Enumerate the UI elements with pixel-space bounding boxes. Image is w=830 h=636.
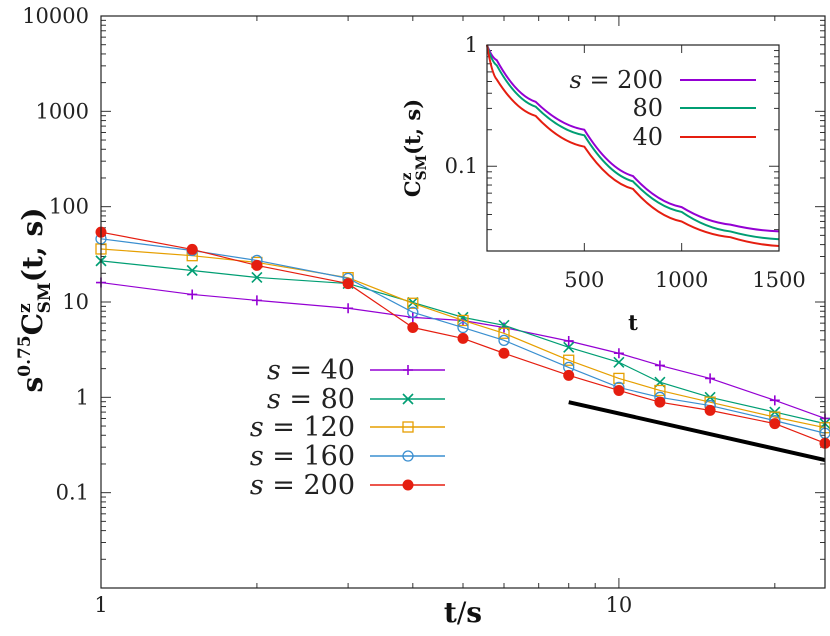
x-tick-label: 1 xyxy=(94,593,107,617)
data-point-1 xyxy=(613,356,625,368)
inset-legend-label: s = 200 xyxy=(569,66,663,94)
data-point-4 xyxy=(186,243,198,255)
x-tick-label: 10 xyxy=(606,593,633,617)
data-point-4 xyxy=(342,278,354,290)
series-4 xyxy=(95,226,830,449)
series-0 xyxy=(96,277,830,424)
legend-label-value: = 120 xyxy=(264,412,355,443)
legend-label-value: = 80 xyxy=(281,384,355,415)
inset-x-axis-label: t xyxy=(628,310,638,335)
legend-marker xyxy=(402,421,414,433)
data-point-0 xyxy=(769,395,780,406)
data-point-0 xyxy=(251,295,262,306)
data-point-1 xyxy=(186,264,198,277)
data-point-4 xyxy=(251,259,263,271)
legend-label-var: s xyxy=(250,470,264,501)
inset-legend-label: 80 xyxy=(632,94,663,122)
legend-marker xyxy=(402,479,414,491)
legend-marker xyxy=(402,393,414,405)
data-point-1 xyxy=(563,341,575,353)
data-point-3 xyxy=(407,306,419,318)
legend-marker xyxy=(402,450,414,462)
data-point-0 xyxy=(563,335,574,346)
legend-label: s = 40 xyxy=(267,355,355,386)
reference-slope-line xyxy=(568,400,826,462)
main-plot-frame xyxy=(100,15,826,589)
inset-legend-label: 40 xyxy=(632,123,663,151)
inset-frame xyxy=(486,44,780,252)
y-tick-label: 10 xyxy=(62,290,89,314)
data-point-0 xyxy=(343,303,354,314)
data-point-3 xyxy=(457,321,469,334)
series-line-0 xyxy=(100,281,826,420)
inset-y-tick-label: 0.1 xyxy=(445,154,478,178)
data-point-2 xyxy=(498,327,510,339)
legend-label-value: = 160 xyxy=(264,441,355,472)
inset-x-tick-label: 1500 xyxy=(752,268,805,292)
data-point-3 xyxy=(498,334,510,347)
data-point-4 xyxy=(563,369,575,381)
legend-label-value: = 40 xyxy=(281,355,355,386)
y-tick-label: 100 xyxy=(49,195,89,219)
data-point-1 xyxy=(251,271,263,284)
inset-y-axis-label: CzSM(t, s) xyxy=(399,99,430,197)
inset-legend-label-value: = 200 xyxy=(582,66,663,94)
data-point-2 xyxy=(654,384,666,397)
legend-label: s = 120 xyxy=(250,412,355,443)
data-point-4 xyxy=(407,322,419,334)
inset-x-tick-label: 500 xyxy=(564,268,604,292)
y-tick-label: 0.1 xyxy=(56,481,89,505)
y-tick-label: 1000 xyxy=(36,99,89,123)
y-tick-label: 10000 xyxy=(22,4,89,28)
data-point-1 xyxy=(407,296,419,308)
legend-marker xyxy=(403,365,413,375)
y-tick-label: 1 xyxy=(76,385,89,409)
legend-label: s = 80 xyxy=(267,384,355,415)
data-point-0 xyxy=(705,373,716,384)
inset-series-line-2 xyxy=(486,44,780,247)
legend-label-var: s xyxy=(250,412,264,443)
inset-legend-label-var: s xyxy=(569,66,581,94)
legend-label: s = 160 xyxy=(250,441,355,472)
inset-x-tick-label: 1000 xyxy=(655,268,708,292)
data-point-2 xyxy=(407,297,419,309)
data-point-4 xyxy=(613,384,625,396)
data-point-4 xyxy=(498,347,510,359)
data-point-0 xyxy=(187,289,198,300)
data-point-4 xyxy=(654,396,666,408)
data-point-2 xyxy=(457,314,469,327)
legend-label-var: s xyxy=(267,384,281,415)
y-axis-label: s0.75CzSM(t, s) xyxy=(15,208,55,393)
legend-label-var: s xyxy=(267,355,281,386)
data-point-4 xyxy=(769,418,781,430)
data-point-4 xyxy=(704,404,716,416)
legend-label-value: = 200 xyxy=(264,470,355,501)
data-point-2 xyxy=(563,354,575,366)
data-point-2 xyxy=(613,372,625,385)
legend-label-var: s xyxy=(250,441,264,472)
legend-label: s = 200 xyxy=(250,470,355,501)
data-point-4 xyxy=(457,332,469,344)
inset-series-line-0 xyxy=(486,44,780,233)
inset-y-tick-label: 1 xyxy=(465,33,478,57)
x-axis-label: t/s xyxy=(444,596,482,629)
data-point-0 xyxy=(654,360,665,371)
data-point-1 xyxy=(457,311,469,323)
inset-series-line-1 xyxy=(486,44,780,241)
data-point-0 xyxy=(613,348,624,359)
